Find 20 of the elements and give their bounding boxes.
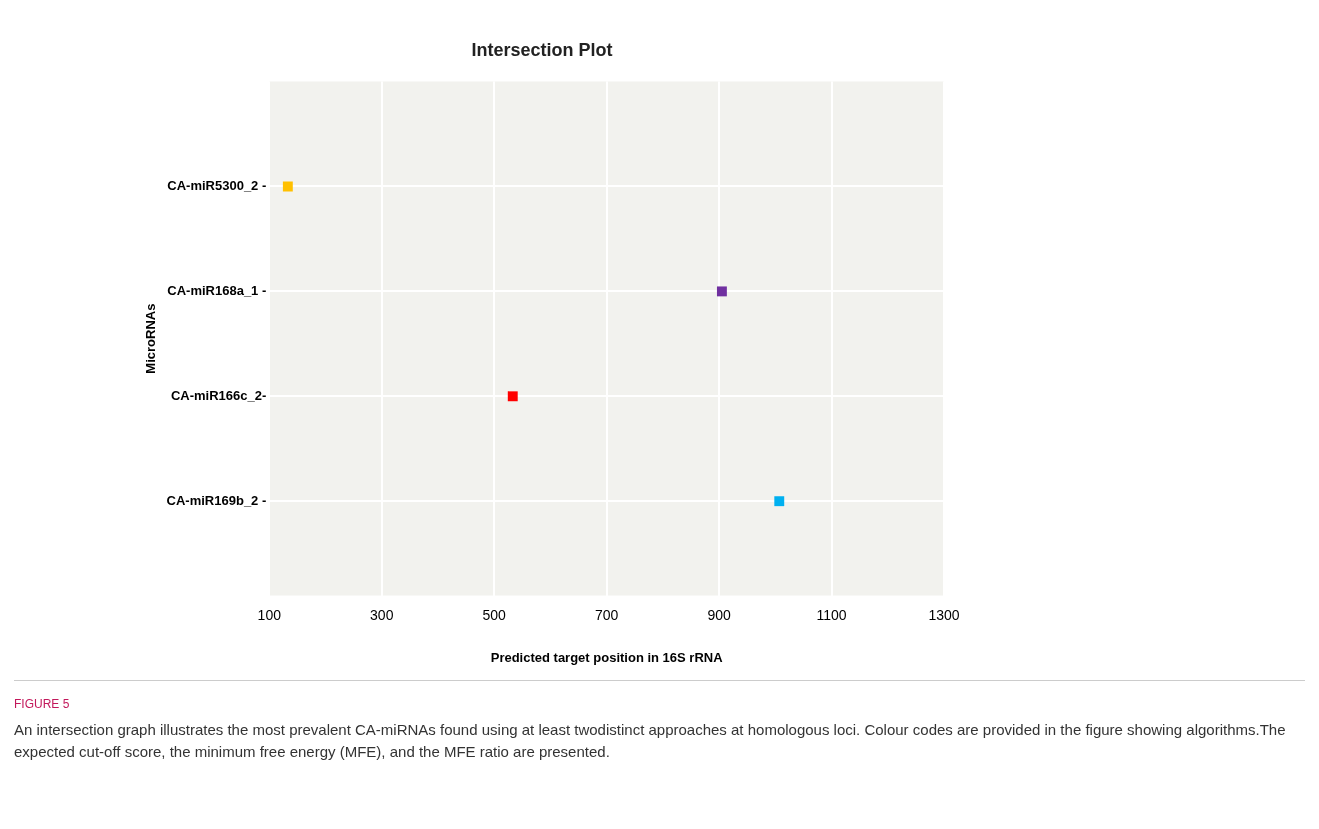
point (774, 496, 785, 507)
y-axis-title: MicroRNAs (143, 303, 159, 374)
chart-title: Intersection Plot (471, 39, 613, 60)
point (282, 181, 293, 192)
x-tick-label: 500 (482, 606, 507, 623)
x-tick-label: 300 (370, 606, 394, 623)
x-tick-label: 1300 (928, 606, 960, 623)
point (716, 286, 727, 297)
x-tick-label: 900 (707, 606, 731, 623)
y-tick-label: CA-miR5300_2 - (167, 178, 267, 194)
x-tick-label: 100 (257, 606, 282, 623)
y-tick-label: CA-miR169b_2 - (166, 492, 267, 508)
caption: FIGURE 5 (14, 696, 71, 713)
text: An intersection graph illustrates the most prevalent CA-miRNAs found using at least twodistinct approaches at homologous loci. Colour codes are provided in the figure showing algorithms.The expected cut-off score, the minimum free energy (MFE), and the MFE ratio are presented. (14, 720, 1287, 762)
point (507, 391, 518, 402)
x-tick-label: 1100 (816, 606, 847, 623)
x-axis-title: Predicted target position in 16S rRNA (490, 649, 724, 665)
x-tick-label: 700 (594, 606, 619, 623)
y-tick-label: CA-miR166c_2- (170, 387, 267, 403)
y-tick-label: CA-miR168a_1 - (167, 282, 267, 298)
